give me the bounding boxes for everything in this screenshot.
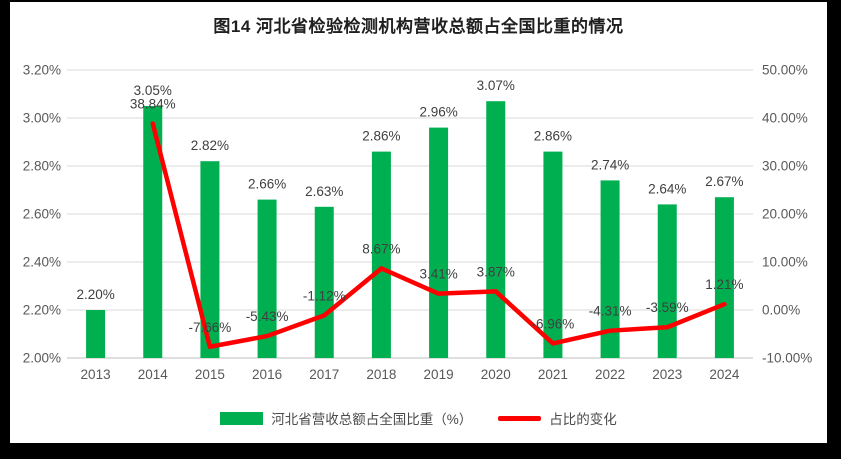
x-axis-label: 2016 — [252, 367, 282, 382]
line-value-label: -5.43% — [246, 309, 289, 324]
x-axis-label: 2021 — [538, 367, 568, 382]
bar — [143, 106, 163, 358]
bar — [714, 197, 734, 358]
left-axis-tick: 2.00% — [23, 351, 61, 366]
line-value-label: 3.87% — [477, 264, 515, 279]
bar — [86, 310, 106, 358]
left-axis-tick: 3.20% — [23, 63, 61, 78]
bar-value-label: 2.20% — [76, 287, 114, 302]
x-axis-label: 2013 — [81, 367, 111, 382]
x-axis-label: 2019 — [424, 367, 454, 382]
line-value-label: -1.12% — [303, 288, 346, 303]
line-value-label: -4.31% — [589, 304, 632, 319]
bar-value-label: 2.96% — [419, 105, 457, 120]
bar-value-label: 2.63% — [305, 184, 343, 199]
left-axis-tick: 2.80% — [23, 159, 61, 174]
x-axis-label: 2017 — [309, 367, 339, 382]
bar — [257, 199, 277, 358]
bar — [314, 206, 334, 358]
bar — [600, 180, 620, 358]
legend: 河北省营收总额占全国比重（%） 占比的变化 — [10, 408, 827, 428]
chart-title: 图14 河北省检验检测机构营收总额占全国比重的情况 — [213, 17, 624, 36]
left-axis-tick: 2.60% — [23, 207, 61, 222]
line-value-label: -3.59% — [646, 300, 689, 315]
x-axis-label: 2023 — [652, 367, 682, 382]
bar-value-label: 3.07% — [477, 78, 515, 93]
bar — [543, 151, 563, 358]
bar-value-label: 3.05% — [134, 83, 172, 98]
right-axis-tick: 20.00% — [762, 207, 808, 222]
x-axis-label: 2018 — [366, 367, 396, 382]
right-axis-tick: 50.00% — [762, 63, 808, 78]
line-value-label: -7.66% — [189, 320, 232, 335]
left-axis-tick: 3.00% — [23, 111, 61, 126]
line-value-label: 38.84% — [130, 97, 176, 112]
bar-value-label: 2.74% — [591, 157, 629, 172]
line-value-label: 1.21% — [705, 277, 743, 292]
bar-value-label: 2.66% — [248, 177, 286, 192]
left-axis-tick: 2.20% — [23, 303, 61, 318]
right-axis-tick: 40.00% — [762, 111, 808, 126]
x-axis-label: 2022 — [595, 367, 625, 382]
bar — [486, 101, 506, 358]
x-axis-label: 2020 — [481, 367, 511, 382]
right-axis-tick: 0.00% — [762, 303, 800, 318]
legend-item-line-series: 占比的变化 — [498, 408, 617, 428]
right-axis-tick: -10.00% — [762, 351, 812, 366]
bar-value-label: 2.67% — [705, 174, 743, 189]
bar-value-label: 2.86% — [362, 129, 400, 144]
bar-value-label: 2.86% — [534, 129, 572, 144]
x-axis-label: 2015 — [195, 367, 225, 382]
x-axis-label: 2014 — [138, 367, 169, 382]
x-axis-label: 2024 — [709, 367, 740, 382]
legend-label-bar-series: 河北省营收总额占全国比重（%） — [271, 412, 473, 427]
left-axis-tick: 2.40% — [23, 255, 61, 270]
bar — [429, 127, 449, 358]
line-value-label: 8.67% — [362, 241, 400, 256]
bar-series-swatch-icon — [220, 411, 264, 425]
bar-value-label: 2.64% — [648, 181, 686, 196]
bar — [200, 161, 220, 358]
trend-line — [150, 121, 727, 350]
right-axis-tick: 10.00% — [762, 255, 808, 270]
line-series-swatch-icon — [498, 415, 542, 421]
bar — [657, 204, 677, 358]
legend-label-line-series: 占比的变化 — [549, 412, 617, 427]
line-value-label: -6.96% — [532, 316, 575, 331]
bar — [371, 151, 391, 358]
line-value-label: 3.41% — [419, 267, 457, 282]
right-axis-tick: 30.00% — [762, 159, 808, 174]
legend-item-bar-series: 河北省营收总额占全国比重（%） — [220, 408, 472, 428]
bar-value-label: 2.82% — [191, 138, 229, 153]
